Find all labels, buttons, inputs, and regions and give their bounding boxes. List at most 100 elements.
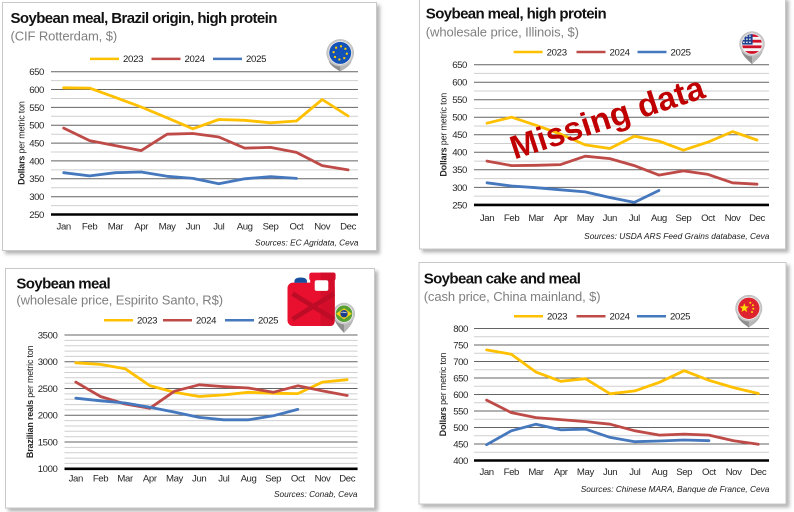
svg-text:300: 300: [29, 192, 44, 203]
svg-text:Jun: Jun: [186, 222, 200, 233]
svg-text:2024: 2024: [610, 312, 631, 323]
svg-text:750: 750: [453, 340, 468, 351]
svg-text:Aug: Aug: [241, 473, 257, 484]
svg-text:Jan: Jan: [480, 213, 494, 224]
svg-text:Mar: Mar: [108, 222, 125, 233]
svg-text:2023: 2023: [547, 312, 567, 323]
svg-text:Sources: Conab, Ceva: Sources: Conab, Ceva: [274, 489, 358, 499]
svg-text:Sep: Sep: [675, 213, 691, 224]
svg-text:Mar: Mar: [528, 467, 545, 478]
svg-text:Apr: Apr: [554, 467, 569, 478]
svg-text:Aug: Aug: [651, 213, 667, 224]
svg-text:2024: 2024: [196, 316, 217, 327]
svg-text:Dec: Dec: [749, 213, 765, 224]
svg-text:500: 500: [29, 121, 44, 132]
svg-text:650: 650: [29, 67, 44, 78]
svg-text:Oct: Oct: [291, 473, 305, 484]
svg-text:2025: 2025: [670, 312, 690, 323]
svg-text:600: 600: [453, 390, 468, 401]
svg-text:Brazilian reals per metric ton: Brazilian reals per metric ton: [25, 345, 35, 458]
svg-text:Oct: Oct: [701, 213, 715, 224]
svg-text:650: 650: [452, 60, 467, 71]
svg-text:1500: 1500: [38, 437, 58, 448]
svg-text:600: 600: [452, 78, 467, 89]
svg-text:Jul: Jul: [629, 213, 640, 224]
svg-text:550: 550: [453, 406, 468, 417]
svg-text:Feb: Feb: [82, 222, 97, 233]
svg-text:May: May: [577, 213, 595, 224]
svg-text:Jun: Jun: [192, 473, 206, 484]
svg-text:400: 400: [29, 156, 44, 167]
svg-text:2024: 2024: [610, 47, 631, 58]
svg-text:Soybean meal, high protein: Soybean meal, high protein: [426, 5, 607, 22]
svg-text:2023: 2023: [137, 316, 157, 327]
svg-text:400: 400: [453, 456, 468, 467]
svg-text:Jan: Jan: [57, 222, 71, 233]
svg-text:Soybean meal: Soybean meal: [16, 276, 110, 293]
svg-text:Aug: Aug: [652, 467, 668, 478]
svg-text:Dec: Dec: [750, 467, 766, 478]
svg-text:Soybean cake and meal: Soybean cake and meal: [424, 270, 581, 287]
svg-text:Mar: Mar: [528, 213, 545, 224]
svg-text:Dollars per metric ton: Dollars per metric ton: [17, 101, 27, 185]
svg-text:Sep: Sep: [676, 467, 692, 478]
svg-text:550: 550: [452, 95, 467, 106]
svg-text:Mar: Mar: [117, 473, 134, 484]
svg-text:250: 250: [29, 210, 44, 221]
svg-text:350: 350: [29, 174, 44, 185]
svg-text:250: 250: [452, 200, 467, 211]
svg-text:Soybean meal, Brazil origin, h: Soybean meal, Brazil origin, high protei…: [11, 10, 278, 27]
svg-text:Nov: Nov: [314, 222, 330, 233]
svg-text:Oct: Oct: [702, 467, 716, 478]
svg-text:450: 450: [29, 139, 44, 150]
svg-text:Apr: Apr: [143, 473, 158, 484]
svg-text:400: 400: [452, 148, 467, 159]
svg-text:Jul: Jul: [213, 222, 224, 233]
svg-text:800: 800: [453, 324, 468, 335]
svg-text:Sources: EC Agridata, Ceva: Sources: EC Agridata, Ceva: [255, 238, 359, 248]
svg-text:550: 550: [29, 103, 44, 114]
svg-text:Feb: Feb: [504, 467, 519, 478]
svg-text:Sep: Sep: [265, 473, 281, 484]
svg-text:May: May: [159, 222, 177, 233]
svg-text:650: 650: [453, 373, 468, 384]
svg-text:Jun: Jun: [603, 213, 617, 224]
svg-text:Dollars per metric ton: Dollars per metric ton: [439, 93, 449, 177]
svg-text:Sources: USDA ARS Feed Grains: Sources: USDA ARS Feed Grains database, …: [584, 231, 770, 241]
svg-text:(wholesale price, Illinois, $): (wholesale price, Illinois, $): [426, 24, 579, 39]
svg-text:Apr: Apr: [554, 213, 569, 224]
svg-text:Dollars per metric ton: Dollars per metric ton: [438, 352, 448, 436]
svg-text:2024: 2024: [185, 54, 206, 65]
svg-text:Nov: Nov: [315, 473, 331, 484]
svg-text:3500: 3500: [38, 330, 58, 341]
svg-text:2500: 2500: [38, 384, 58, 395]
svg-text:Dec: Dec: [339, 473, 355, 484]
svg-text:Sep: Sep: [263, 222, 279, 233]
svg-text:2025: 2025: [258, 316, 278, 327]
svg-text:Oct: Oct: [290, 222, 304, 233]
svg-text:Aug: Aug: [237, 222, 253, 233]
svg-text:1000: 1000: [38, 464, 58, 475]
svg-text:500: 500: [452, 113, 467, 124]
svg-text:Jul: Jul: [629, 467, 640, 478]
svg-text:(CIF Rotterdam, $): (CIF Rotterdam, $): [11, 29, 118, 44]
svg-text:2023: 2023: [547, 47, 567, 58]
svg-text:500: 500: [453, 423, 468, 434]
svg-text:2025: 2025: [671, 47, 691, 58]
svg-text:2025: 2025: [246, 54, 266, 65]
svg-text:450: 450: [453, 439, 468, 450]
svg-text:(cash price, China mainland, $: (cash price, China mainland, $): [424, 289, 601, 304]
svg-text:600: 600: [29, 85, 44, 96]
svg-text:(wholesale price, Espirito San: (wholesale price, Espirito Santo, R$): [16, 292, 223, 307]
svg-text:300: 300: [452, 183, 467, 194]
svg-text:3000: 3000: [38, 357, 58, 368]
svg-text:Dec: Dec: [340, 222, 356, 233]
svg-text:May: May: [166, 473, 184, 484]
svg-text:Jan: Jan: [69, 473, 83, 484]
svg-text:Jul: Jul: [218, 473, 229, 484]
svg-text:Nov: Nov: [726, 467, 742, 478]
svg-text:Apr: Apr: [134, 222, 149, 233]
svg-text:2023: 2023: [123, 54, 143, 65]
svg-text:700: 700: [453, 357, 468, 368]
svg-text:Feb: Feb: [504, 213, 519, 224]
